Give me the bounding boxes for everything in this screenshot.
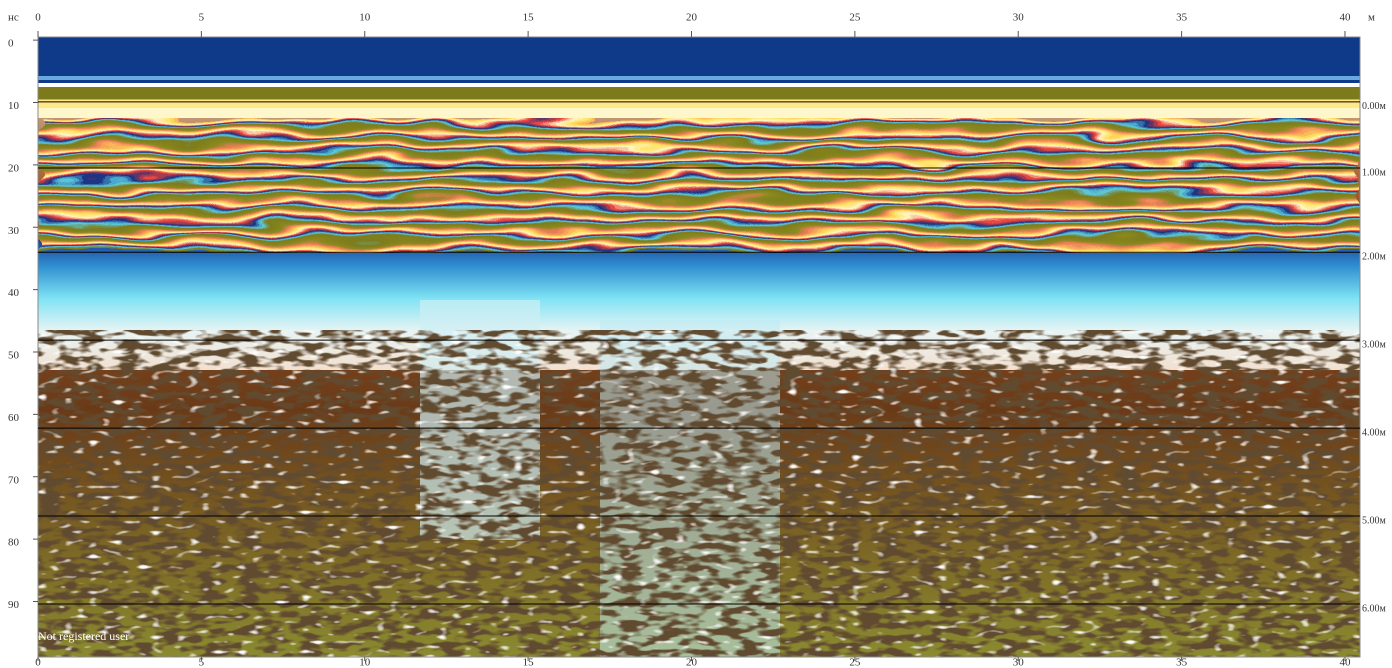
radargram-image (38, 37, 1360, 657)
x-tick-label-bottom: 5 (199, 657, 205, 668)
depth-label: 4.00м (1362, 427, 1387, 438)
y-axis-unit: нс (8, 12, 19, 24)
depth-label: 0.00м (1362, 101, 1387, 112)
x-tick-label: 25 (849, 12, 861, 24)
y-tick-label: 0 (8, 38, 14, 50)
depth-label: 3.00м (1362, 339, 1387, 350)
x-tick-label: 0 (35, 12, 41, 24)
x-tick-label: 30 (1013, 12, 1025, 24)
y-tick-label: 20 (8, 162, 20, 174)
x-tick-label: 40 (1339, 12, 1351, 24)
x-tick-label-bottom: 15 (523, 657, 535, 668)
depth-label: 5.00м (1362, 515, 1387, 526)
depth-label: 2.00м (1362, 251, 1387, 262)
y-tick-label: 50 (8, 350, 20, 362)
x-tick-label-bottom: 0 (35, 657, 41, 668)
y-tick-label: 60 (8, 412, 20, 424)
x-tick-label-bottom: 35 (1176, 657, 1188, 668)
x-tick-label: 5 (199, 12, 205, 24)
x-tick-label: 10 (359, 12, 371, 24)
x-tick-label-bottom: 20 (686, 657, 698, 668)
y-tick-label: 40 (8, 287, 20, 299)
x-tick-label-bottom: 30 (1013, 657, 1025, 668)
x-tick-label-bottom: 10 (359, 657, 371, 668)
x-tick-label: 20 (686, 12, 698, 24)
depth-label: 1.00м (1362, 167, 1387, 178)
x-tick-label: 35 (1176, 12, 1188, 24)
y-tick-label: 70 (8, 474, 20, 486)
y-tick-label: 90 (8, 599, 20, 611)
y-tick-label: 10 (8, 100, 20, 112)
x-tick-label-bottom: 25 (849, 657, 861, 668)
x-tick-label: 15 (523, 12, 535, 24)
x-tick-label-bottom: 40 (1339, 657, 1351, 668)
depth-label: 6.00м (1362, 603, 1387, 614)
radargram-view: нс м Not registered user 0 0 5 5 10 10 15 15 20 2… (0, 0, 1392, 668)
x-axis-unit: м (1368, 12, 1375, 24)
y-tick-label: 80 (8, 537, 20, 549)
y-tick-label: 30 (8, 225, 20, 237)
watermark: Not registered user (38, 629, 129, 643)
